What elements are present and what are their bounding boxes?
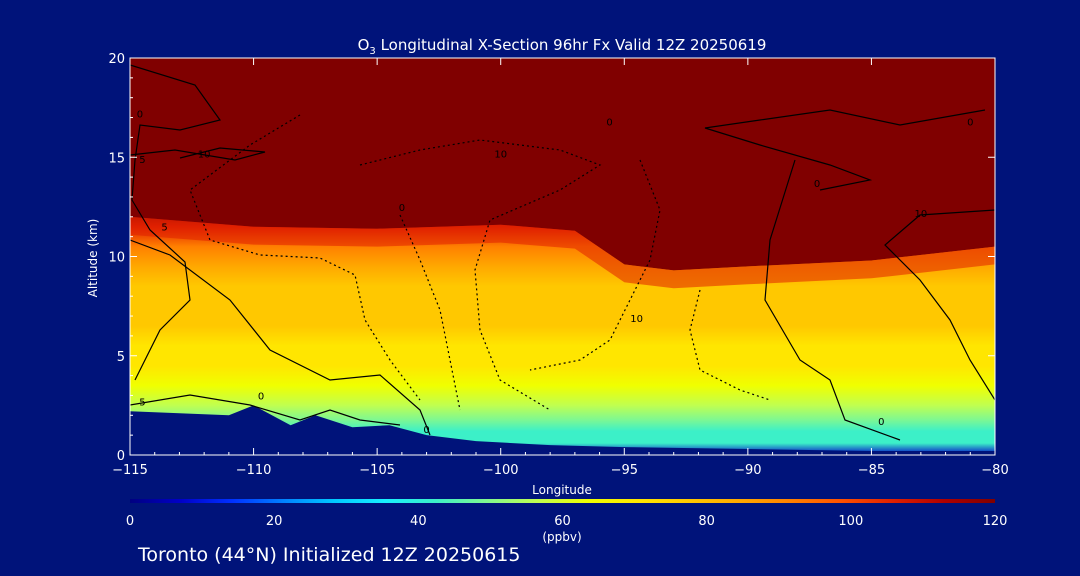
y-tick-label: 0 xyxy=(117,449,125,464)
plot-area: 0 5 10 10 0 0 5 10 0 0 10 5 0 0 0 xyxy=(130,58,995,455)
contour-solid-northwest xyxy=(130,147,266,161)
x-tick-label: −115 xyxy=(112,463,148,478)
contour-solid-east-3 xyxy=(884,209,995,401)
x-tick-label: −95 xyxy=(611,463,638,478)
terrain-mask xyxy=(130,405,995,455)
contour-solid-west-2 xyxy=(130,239,431,436)
contour-label: 0 xyxy=(137,110,143,121)
contour-dotted-3 xyxy=(399,214,461,411)
contour-solid-east xyxy=(764,159,901,441)
contour-dotted-1 xyxy=(189,114,421,401)
y-axis-ticks: 0 5 10 15 20 xyxy=(108,52,995,464)
colorbar-tick-label: 100 xyxy=(838,514,863,529)
contour-label: 0 xyxy=(399,203,405,214)
y-tick-label: 5 xyxy=(117,350,125,365)
contour-label: 10 xyxy=(198,149,211,160)
contour-label: 10 xyxy=(630,314,643,325)
colorbar-tick-label: 20 xyxy=(266,514,283,529)
contour-label: 0 xyxy=(878,417,884,428)
x-axis-ticks: −115 −110 −105 −100 −95 −90 −85 −80 xyxy=(112,58,1009,478)
contour-label: 5 xyxy=(139,155,145,166)
chart-title: O3 Longitudinal X-Section 96hr Fx Valid … xyxy=(358,36,767,57)
contour-dotted-4 xyxy=(529,159,661,371)
contour-label: 0 xyxy=(967,118,973,129)
colorbar-tick-label: 80 xyxy=(698,514,715,529)
stratospheric-ozone-region xyxy=(130,58,995,271)
contour-label: 0 xyxy=(423,425,429,436)
y-tick-label: 20 xyxy=(108,52,125,67)
footer-caption: Toronto (44°N) Initialized 12Z 20250615 xyxy=(137,544,521,566)
contour-label: 0 xyxy=(814,179,820,190)
colorbar-unit-label: (ppbv) xyxy=(542,530,581,544)
contour-label: 10 xyxy=(494,149,507,160)
contour-label: 0 xyxy=(606,118,612,129)
y-tick-label: 15 xyxy=(108,151,125,166)
x-tick-label: −100 xyxy=(483,463,519,478)
colorbar-tick-label: 0 xyxy=(126,514,134,529)
colorbar xyxy=(130,499,995,503)
contour-label: 10 xyxy=(915,209,928,220)
contour-label: 5 xyxy=(139,397,145,408)
tropopause-transition-band xyxy=(130,216,995,289)
x-tick-label: −80 xyxy=(981,463,1008,478)
colorbar-tick-label: 120 xyxy=(983,514,1008,529)
contour-labels: 0 5 10 10 0 0 5 10 0 0 10 5 0 0 0 xyxy=(137,110,974,437)
contour-solid-lowlevel xyxy=(130,394,401,426)
colorbar-tick-label: 40 xyxy=(410,514,427,529)
y-tick-label: 10 xyxy=(108,251,125,266)
x-tick-label: −110 xyxy=(236,463,272,478)
dotted-contour-lines xyxy=(189,114,771,411)
contour-solid-west xyxy=(130,64,222,381)
x-axis-label: Longitude xyxy=(532,483,592,497)
contour-lines xyxy=(130,64,995,441)
colorbar-ticks: 0 20 40 60 80 100 120 xyxy=(126,514,1008,529)
colorbar-tick-label: 60 xyxy=(554,514,571,529)
title-subscript: 3 xyxy=(369,46,375,57)
x-tick-label: −105 xyxy=(359,463,395,478)
title-o: O xyxy=(358,36,370,54)
contour-label: 5 xyxy=(161,223,167,234)
x-tick-label: −90 xyxy=(734,463,761,478)
title-rest: Longitudinal X-Section 96hr Fx Valid 12Z… xyxy=(376,36,767,54)
x-tick-label: −85 xyxy=(858,463,885,478)
y-axis-label: Altitude (km) xyxy=(86,219,100,298)
contour-label: 0 xyxy=(258,391,264,402)
contour-solid-east-2 xyxy=(704,109,986,191)
